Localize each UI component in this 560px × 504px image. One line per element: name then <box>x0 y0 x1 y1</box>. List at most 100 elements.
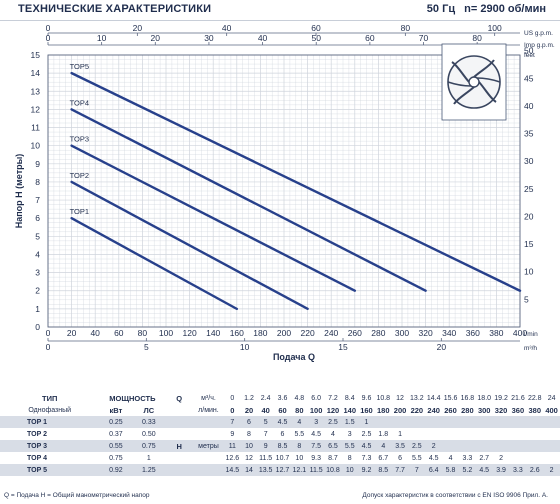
curve-label-top5: TOP5 <box>70 62 89 71</box>
q-m3h-cell: 16.8 <box>460 394 475 402</box>
x-tick-label: 400 <box>513 328 527 338</box>
m3h-tick-label: 20 <box>437 342 447 352</box>
y-tick-label: 6 <box>35 213 40 223</box>
speed-label: n= 2900 об/мин <box>464 3 546 15</box>
feet-tick-label: 15 <box>524 239 534 249</box>
head-cell <box>509 416 527 428</box>
head-cell <box>391 416 409 428</box>
kw-header: кВт <box>109 405 123 415</box>
q-lmin-cell: 380 <box>528 405 541 415</box>
q-lmin-cell: 320 <box>494 405 508 415</box>
h-symbol: H <box>165 440 193 452</box>
head-cell <box>526 440 544 452</box>
head-cell: 12.1 <box>290 464 308 476</box>
x-tick-label: 140 <box>206 328 220 338</box>
q-symbol: Q <box>176 393 183 403</box>
head-cell: 11 <box>223 440 241 452</box>
head-cell: 6 <box>240 416 258 428</box>
head-cell <box>458 440 476 452</box>
q-m3h-cell: 9.6 <box>361 394 372 402</box>
q-lmin-cell: 0 <box>230 405 235 415</box>
head-cell: 4 <box>448 454 453 462</box>
head-cell: 6.4 <box>425 464 443 476</box>
q-lmin-cell: 300 <box>477 405 491 415</box>
head-cell: 9 <box>230 430 235 438</box>
head-cell: 7 <box>408 464 426 476</box>
q-m3h-cell: 2.4 <box>260 394 271 402</box>
head-cell: 10 <box>341 464 359 476</box>
impgpm-unit-label: Imp g.p.m. <box>524 42 555 49</box>
q-m3h-cell: 15.6 <box>443 394 458 402</box>
table-subheader-row: Однофазный кВт ЛС л/мин. 0 20 40 60 80 100 120 140 1… <box>0 404 560 416</box>
frequency-label: 50 Гц <box>426 3 456 15</box>
q-lmin-cell: 360 <box>511 405 525 415</box>
y-tick-label: 7 <box>35 195 40 205</box>
usgpm-tick-label: 0 <box>46 23 51 33</box>
q-m3h-cell: 19.2 <box>494 394 508 402</box>
y-tick-label: 11 <box>31 123 40 133</box>
head-cell: 6 <box>398 454 402 462</box>
head-cell <box>374 416 392 428</box>
feet-tick-label: 40 <box>524 101 534 111</box>
head-cell: 4.5 <box>311 430 321 438</box>
head-cell: 8 <box>290 440 308 452</box>
head-cell: 5.8 <box>442 464 459 476</box>
x-tick-label: 120 <box>183 328 197 338</box>
head-cell: 2 <box>425 440 443 452</box>
head-cell <box>492 440 510 452</box>
head-cell <box>543 416 560 428</box>
impgpm-tick-label: 60 <box>365 33 375 43</box>
usgpm-tick-label: 40 <box>222 23 232 33</box>
head-cell <box>425 428 442 440</box>
m3h-tick-label: 0 <box>46 342 51 352</box>
head-cell: 11.5 <box>307 464 325 476</box>
h-symbol <box>165 428 193 440</box>
head-cell: 3.5 <box>391 440 409 452</box>
curve-label-top2: TOP2 <box>70 171 89 180</box>
usgpm-tick-label: 60 <box>311 23 321 33</box>
head-cell: 9.2 <box>358 464 375 476</box>
head-cell <box>526 428 543 440</box>
head-cell: 3.3 <box>462 454 473 462</box>
x-unit-label: l/min <box>524 331 538 338</box>
m3h-tick-label: 10 <box>240 342 250 352</box>
head-cell: 5.2 <box>458 464 476 476</box>
y-tick-label: 10 <box>31 141 41 151</box>
table-row: TOP 2 0.37 0.50 9 8 7 6 5.5 4.5 4 3 2.5 1.8 1 <box>0 428 560 440</box>
x-tick-label: 40 <box>90 328 100 338</box>
h-symbol <box>165 416 193 428</box>
model-name: TOP 5 <box>0 464 100 476</box>
x-tick-label: 240 <box>324 328 338 338</box>
x-tick-label: 340 <box>442 328 456 338</box>
head-cell: 7 <box>263 430 268 438</box>
feet-unit-label: feet <box>524 52 535 59</box>
head-cell <box>442 428 459 440</box>
head-cell: 12.6 <box>225 454 240 462</box>
head-cell: 14 <box>240 464 258 476</box>
y-tick-label: 5 <box>35 231 40 241</box>
x-tick-label: 280 <box>371 328 385 338</box>
h-unit <box>193 428 224 440</box>
head-cell: 8 <box>247 430 251 438</box>
q-m3h-cell: 4.8 <box>294 394 305 402</box>
q-lmin-cell: 20 <box>244 405 254 415</box>
x-tick-label: 60 <box>114 328 124 338</box>
x-tick-label: 160 <box>230 328 244 338</box>
footer-note: Допуск характеристик в соответствии с EN… <box>362 492 548 499</box>
y-tick-label: 14 <box>31 68 41 78</box>
y-tick-label: 13 <box>31 86 41 96</box>
q-m3h-cell: 13.2 <box>410 394 424 402</box>
usgpm-unit-label: US g.p.m. <box>524 30 553 37</box>
head-cell <box>408 416 426 428</box>
head-cell: 2 <box>499 454 504 462</box>
usgpm-tick-label: 20 <box>133 23 143 33</box>
table-row: TOP 4 0.75 1 12.6 12 11.5 10.7 10 9.3 8.7 8 7.3 6.7 6… <box>0 452 560 464</box>
head-cell <box>509 440 527 452</box>
q-symbol-spacer <box>165 404 193 416</box>
head-cell: 4.5 <box>274 416 291 428</box>
head-cell <box>543 428 560 440</box>
q-m3h-cell: 14.4 <box>426 394 441 402</box>
